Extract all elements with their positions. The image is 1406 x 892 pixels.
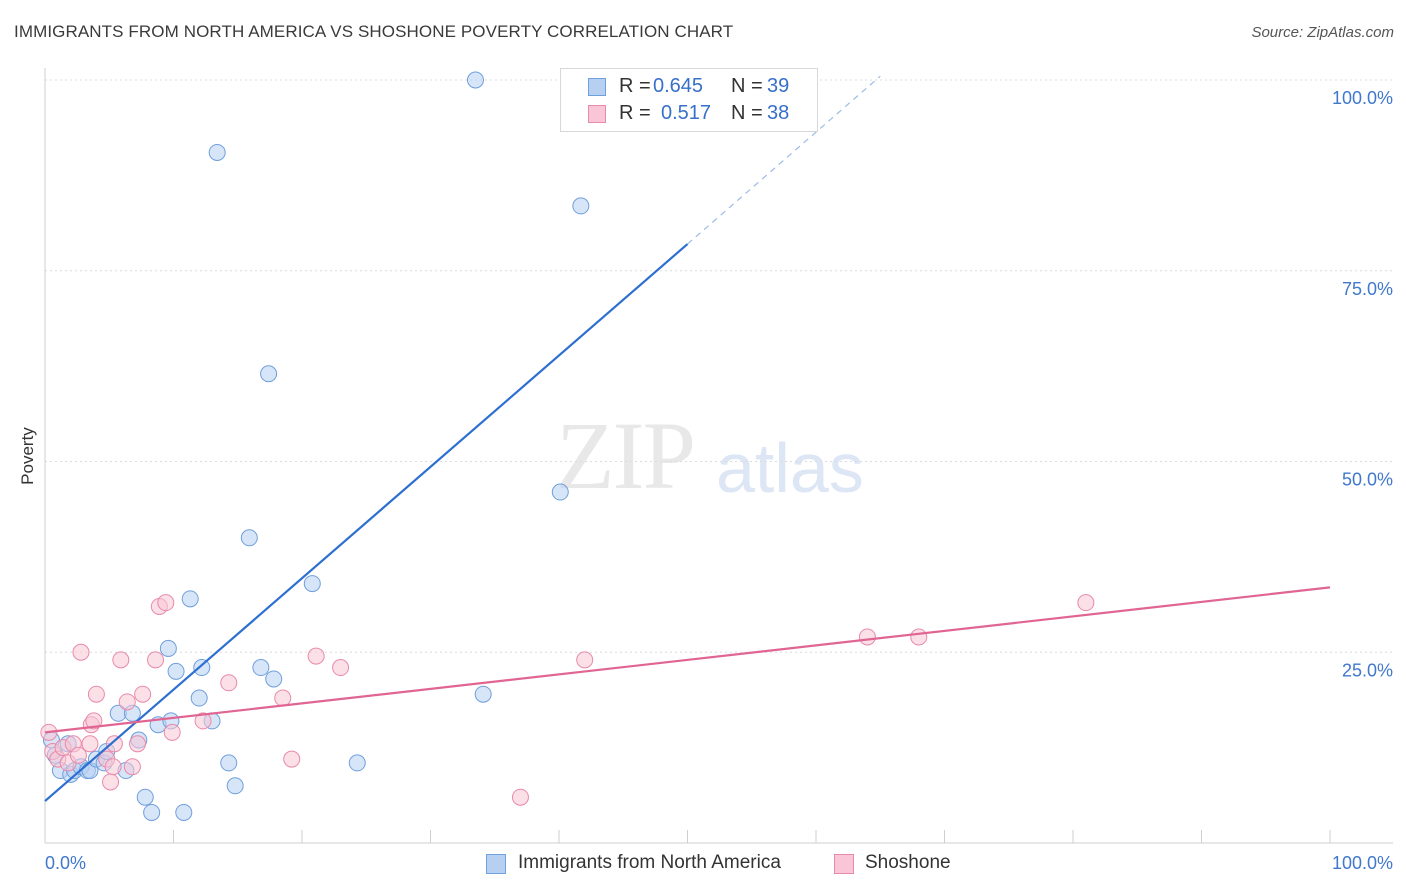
shoshone-point bbox=[104, 758, 122, 776]
r-value: 0.517 bbox=[661, 102, 712, 124]
source-label: Source: ZipAtlas.com bbox=[1251, 24, 1394, 41]
shoshone-trendline bbox=[44, 586, 1331, 734]
pink-swatch-icon bbox=[834, 854, 854, 874]
shoshone-point bbox=[1077, 594, 1095, 612]
y-tick-label: 75.0% bbox=[1342, 279, 1393, 299]
shoshone-point bbox=[283, 750, 301, 768]
immigrants-point bbox=[208, 143, 226, 161]
stats-row-shoshone: R = 0.517 N = 38 bbox=[561, 102, 817, 128]
immigrants-point bbox=[143, 803, 161, 821]
shoshone-point bbox=[910, 628, 928, 646]
y-tick-label: 25.0% bbox=[1342, 660, 1393, 680]
n-value: 38 bbox=[767, 102, 790, 124]
shoshone-point bbox=[576, 651, 594, 669]
n-label: N = bbox=[731, 75, 763, 97]
r-label: R = bbox=[619, 75, 651, 97]
immigrants-point bbox=[240, 529, 258, 547]
immigrants-point bbox=[226, 777, 244, 795]
y-tick-label: 50.0% bbox=[1342, 470, 1393, 490]
immigrants-point bbox=[303, 575, 321, 593]
blue-swatch-icon bbox=[486, 854, 506, 874]
series-legend: Immigrants from North America Shoshone bbox=[0, 852, 1406, 878]
pink-swatch-icon bbox=[588, 105, 606, 123]
r-value: 0.645 bbox=[653, 75, 704, 97]
immigrants-point bbox=[466, 71, 484, 89]
immigrants-point bbox=[348, 754, 366, 772]
n-value: 39 bbox=[767, 75, 790, 97]
shoshone-point bbox=[123, 758, 141, 776]
watermark-zip: ZIP bbox=[556, 402, 696, 509]
shoshone-point bbox=[332, 659, 350, 677]
shoshone-point bbox=[102, 773, 120, 791]
shoshone-point bbox=[85, 712, 103, 730]
immigrants-point bbox=[252, 659, 270, 677]
x-tick-label: 0.0% bbox=[45, 853, 86, 873]
shoshone-point bbox=[220, 674, 238, 692]
shoshone-point bbox=[194, 712, 212, 730]
immigrants-point bbox=[190, 689, 208, 707]
shoshone-point bbox=[511, 788, 529, 806]
stats-row-immigrants: R = 0.645 N = 39 bbox=[561, 75, 817, 101]
shoshone-point bbox=[69, 746, 87, 764]
shoshone-point bbox=[157, 594, 175, 612]
r-label: R = bbox=[619, 102, 651, 124]
chart-title: IMMIGRANTS FROM NORTH AMERICA VS SHOSHON… bbox=[14, 22, 734, 41]
immigrants-point bbox=[167, 662, 185, 680]
shoshone-point bbox=[105, 735, 123, 753]
immigrants-point bbox=[551, 483, 569, 501]
immigrants-point bbox=[193, 659, 211, 677]
watermark-atlas: atlas bbox=[716, 429, 864, 507]
shoshone-point bbox=[134, 685, 152, 703]
shoshone-point bbox=[147, 651, 165, 669]
n-label: N = bbox=[731, 102, 763, 124]
immigrants-point bbox=[220, 754, 238, 772]
shoshone-point bbox=[118, 693, 136, 711]
y-tick-label: 100.0% bbox=[1332, 88, 1393, 108]
immigrants-point bbox=[181, 590, 199, 608]
shoshone-point bbox=[858, 628, 876, 646]
immigrants-point bbox=[159, 639, 177, 657]
immigrants-point bbox=[136, 788, 154, 806]
immigrants-point bbox=[265, 670, 283, 688]
immigrants-trendline-extension bbox=[687, 75, 881, 245]
shoshone-point bbox=[274, 689, 292, 707]
stats-legend: R = 0.645 N = 39 R = 0.517 N = 38 bbox=[560, 68, 818, 132]
shoshone-point bbox=[163, 723, 181, 741]
shoshone-point bbox=[307, 647, 325, 665]
immigrants-point bbox=[572, 197, 590, 215]
legend-label-shoshone: Shoshone bbox=[865, 852, 951, 873]
shoshone-point bbox=[112, 651, 130, 669]
shoshone-point bbox=[129, 735, 147, 753]
shoshone-point bbox=[87, 685, 105, 703]
immigrants-trendline bbox=[44, 243, 689, 802]
x-tick-label: 100.0% bbox=[1332, 853, 1393, 873]
immigrants-point bbox=[260, 365, 278, 383]
blue-swatch-icon bbox=[588, 78, 606, 96]
shoshone-point bbox=[81, 735, 99, 753]
immigrants-point bbox=[175, 803, 193, 821]
immigrants-point bbox=[474, 685, 492, 703]
legend-label-immigrants: Immigrants from North America bbox=[518, 852, 781, 873]
shoshone-point bbox=[72, 643, 90, 661]
